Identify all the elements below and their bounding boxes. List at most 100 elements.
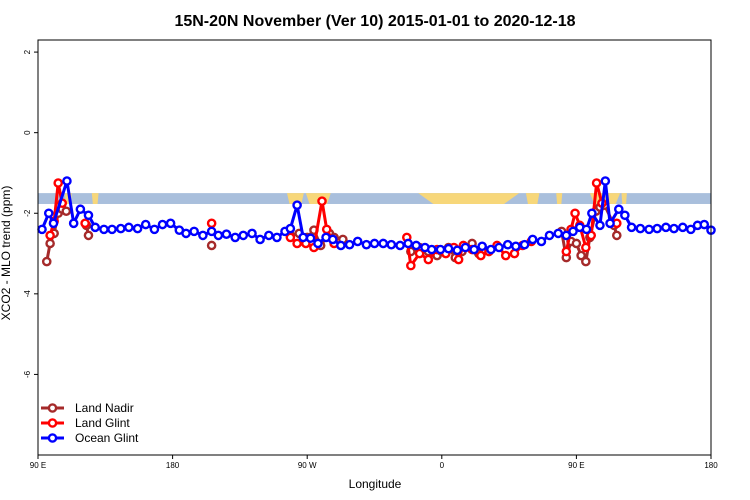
band-land-1 (91, 193, 99, 204)
series-2-point-0-42 (369, 238, 380, 249)
series-1-point-5-4 (581, 242, 591, 253)
series-1-point-0-2 (53, 178, 63, 188)
series-2-point-0-39 (344, 239, 355, 250)
series-2-point-0-12 (132, 223, 143, 234)
series-2-point-0-35 (313, 238, 323, 249)
series-1-point-3-0 (285, 232, 296, 243)
band-land-5 (525, 193, 540, 204)
series-2-point-0-32 (292, 200, 302, 210)
series-2-point-0-52 (452, 245, 463, 256)
series-2-point-0-34 (305, 233, 316, 244)
series-2-point-0-70 (595, 220, 605, 231)
band-land-8 (621, 193, 627, 204)
series-2-point-0-69 (587, 208, 597, 219)
legend-marker-0 (47, 403, 58, 413)
series-2-point-0-56 (486, 244, 496, 255)
series-2-point-0-61 (527, 234, 538, 245)
legend-label-2: Ocean Glint (75, 431, 139, 445)
series-2-point-0-3 (62, 176, 72, 186)
series-2-point-0-50 (435, 244, 446, 255)
series-2-point-0-2 (48, 218, 59, 229)
series-1-point-4-10 (476, 250, 486, 261)
series-2-point-0-71 (600, 176, 611, 186)
series-layer (37, 176, 716, 271)
x-tick-label-3: 0 (440, 461, 445, 470)
series-1-point-5-2 (570, 208, 580, 219)
series-0-point-0-1 (45, 238, 55, 249)
series-2-point-0-72 (605, 218, 615, 229)
series-2-point-0-80 (669, 223, 679, 234)
series-2-point-0-33 (298, 232, 308, 243)
series-1-point-1-0 (80, 218, 90, 229)
series-2 (37, 176, 716, 256)
series-2-point-0-53 (460, 242, 471, 253)
series-2-point-0-4 (68, 218, 79, 229)
legend-marker-2 (47, 433, 58, 443)
y-axis: 2 0 -2 -4 -6 (23, 49, 38, 378)
series-1-point-3-4 (317, 196, 327, 206)
series-2-point-0-40 (352, 236, 363, 247)
series-2-point-0-45 (395, 240, 405, 251)
series-0-point-5-3 (571, 238, 582, 249)
series-2-point-0-22 (213, 230, 224, 241)
series-2-point-0-26 (247, 228, 257, 239)
series-0-point-0-0 (41, 256, 52, 267)
series-2-point-0-1 (43, 208, 54, 219)
series-2-point-0-16 (165, 218, 176, 229)
series-2-point-0-23 (221, 229, 232, 240)
series-2-point-0-29 (272, 232, 282, 243)
series-1-line-0 (48, 181, 64, 236)
series-0 (41, 200, 622, 267)
series-2-point-0-41 (361, 239, 372, 250)
series-2-point-0-59 (511, 241, 521, 252)
series-1-point-4-14 (509, 248, 520, 259)
series-2-point-0-43 (378, 238, 389, 249)
series-2-point-0-6 (83, 210, 94, 221)
series-2-point-0-18 (181, 228, 191, 239)
series-1-point-3-1 (292, 238, 302, 249)
x-tick-label-4: 90 E (568, 461, 584, 470)
series-1-point-4-13 (500, 250, 511, 261)
series-2-point-0-44 (386, 239, 397, 250)
x-tick-label-2: 90 W (298, 461, 317, 470)
series-2-point-0-46 (403, 238, 413, 249)
series-1-point-5-6 (591, 178, 602, 188)
series-2-point-0-7 (90, 222, 101, 233)
series-2-point-0-84 (699, 219, 710, 230)
x-tick-label-0: 90 E (30, 461, 46, 470)
series-1 (45, 178, 622, 271)
series-1-point-3-5 (321, 224, 332, 235)
y-tick-label-4: -6 (23, 370, 32, 378)
series-2-point-0-25 (238, 230, 249, 241)
series-1-point-4-3 (423, 254, 434, 265)
series-2-point-0-5 (75, 204, 86, 215)
series-2-point-0-57 (494, 242, 504, 253)
series-2-point-0-75 (626, 222, 637, 233)
series-2-point-0-54 (469, 244, 479, 255)
series-2-point-0-74 (620, 210, 630, 221)
series-2-point-0-76 (635, 223, 646, 234)
series-2-point-0-11 (124, 222, 134, 233)
series-2-point-0-21 (206, 226, 217, 237)
series-2-point-0-8 (99, 224, 109, 235)
series-1-point-4-1 (406, 260, 416, 271)
y-tick-label-1: 0 (23, 130, 32, 135)
series-0-point-0-5 (61, 206, 72, 217)
series-2-point-0-13 (140, 219, 151, 230)
series-2-point-0-63 (544, 230, 555, 241)
series-2-point-0-27 (255, 234, 265, 245)
series-1-point-5-0 (561, 246, 572, 257)
series-2-point-0-82 (686, 224, 696, 235)
series-2-point-0-79 (661, 222, 671, 233)
reference-band (38, 193, 711, 204)
series-2-point-0-37 (327, 234, 338, 245)
y-tick-label-2: -2 (23, 209, 32, 217)
y-tick-label-3: -4 (23, 290, 32, 298)
series-2-point-0-47 (411, 240, 422, 251)
legend-label-0: Land Nadir (75, 401, 134, 415)
series-1-point-5-5 (586, 230, 597, 241)
x-axis-label: Longitude (349, 477, 402, 491)
series-2-point-0-31 (285, 223, 296, 234)
series-2-point-0-55 (477, 241, 487, 252)
legend-label-1: Land Glint (75, 416, 130, 430)
